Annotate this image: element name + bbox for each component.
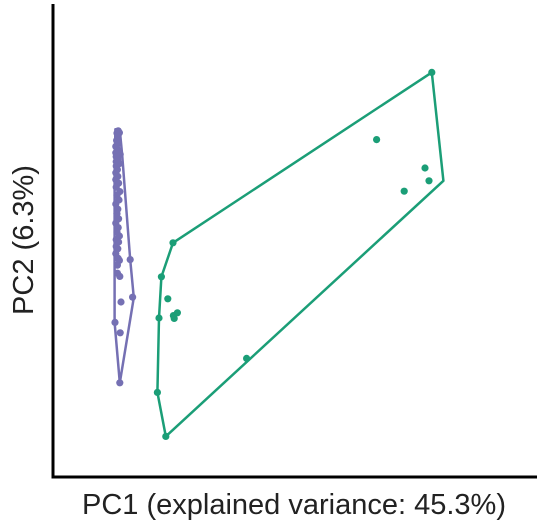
data-point-s2-12 (155, 314, 163, 322)
data-point-s2-8 (164, 295, 172, 303)
hull-outlines (113, 71, 445, 438)
data-point-s2-4 (400, 187, 408, 195)
x-axis-label: PC1 (explained variance: 45.3%) (82, 489, 506, 521)
data-point-s2-6 (169, 239, 177, 247)
data-point-s1-39 (113, 261, 121, 269)
data-point-s2-7 (157, 273, 165, 281)
data-point-s1-47 (116, 379, 124, 387)
data-point-s2-13 (243, 354, 251, 362)
data-points (111, 68, 436, 440)
data-point-s1-44 (117, 298, 125, 306)
data-point-s2-10 (173, 309, 181, 317)
data-point-s2-3 (421, 164, 429, 172)
data-point-s1-42 (116, 272, 124, 280)
data-point-s2-1 (428, 68, 436, 76)
data-point-s2-2 (373, 136, 381, 144)
data-point-s1-49 (114, 127, 122, 135)
data-point-s2-15 (162, 432, 170, 440)
data-point-s2-5 (425, 177, 433, 185)
y-axis-label: PC2 (6.3%) (8, 165, 40, 315)
data-point-s2-14 (153, 388, 161, 396)
data-point-s1-40 (126, 256, 134, 264)
data-point-s1-46 (116, 329, 124, 337)
data-point-s1-43 (129, 293, 137, 301)
data-point-s2-11 (170, 314, 178, 322)
hull-outline-2 (156, 71, 445, 438)
data-point-s1-45 (111, 318, 119, 326)
